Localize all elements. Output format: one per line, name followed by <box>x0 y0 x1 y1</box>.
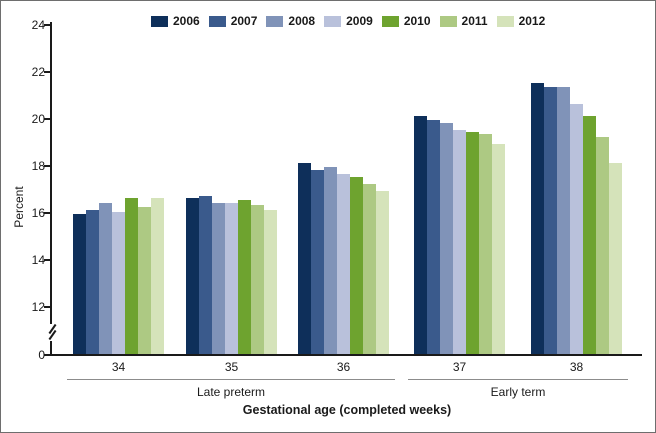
legend-label: 2012 <box>518 14 546 28</box>
x-axis-title: Gestational age (completed weeks) <box>242 403 452 417</box>
bar-2008-wk35 <box>212 202 225 354</box>
bar-2006-wk37 <box>414 115 427 354</box>
legend-label: 2010 <box>403 14 431 28</box>
bar-2012-wk37 <box>492 143 505 354</box>
bar-2006-wk35 <box>186 197 199 354</box>
y-tick-label: 18 <box>31 159 45 173</box>
legend-item-2006: 2006 <box>151 14 200 28</box>
legend-item-2007: 2007 <box>208 14 258 28</box>
y-tick-label: 0 <box>38 348 45 362</box>
x-category-label-37: 37 <box>452 360 467 374</box>
bar-2006-wk34 <box>73 214 86 354</box>
bar-2012-wk34 <box>151 197 164 354</box>
x-category-label-35: 35 <box>224 360 239 374</box>
bar-2009-wk36 <box>337 174 350 354</box>
y-tick <box>44 71 51 73</box>
y-tick <box>44 354 51 356</box>
bar-2008-wk38 <box>557 87 570 354</box>
bar-2011-wk38 <box>596 136 609 354</box>
y-tick <box>44 165 51 167</box>
bar-2007-wk35 <box>199 195 212 354</box>
y-tick <box>44 212 51 214</box>
bar-2012-wk35 <box>264 209 277 354</box>
y-axis <box>50 22 52 356</box>
legend-swatch-icon <box>381 15 399 27</box>
y-tick <box>44 24 51 26</box>
legend-swatch-icon <box>151 15 168 27</box>
bar-2008-wk37 <box>440 122 453 354</box>
legend-item-2010: 2010 <box>381 14 431 28</box>
bar-2008-wk34 <box>99 202 112 354</box>
legend-label: 2011 <box>461 14 488 28</box>
group-label: Early term <box>490 385 546 399</box>
bar-2011-wk34 <box>138 207 151 354</box>
y-tick <box>44 259 51 261</box>
bar-2007-wk36 <box>311 169 324 354</box>
y-tick <box>44 118 51 120</box>
y-tick-label: 22 <box>31 65 45 79</box>
legend-swatch-icon <box>496 15 514 27</box>
bar-2006-wk36 <box>298 162 311 354</box>
y-tick-label: 14 <box>31 253 45 267</box>
group-label: Late preterm <box>196 385 266 399</box>
legend-label: 2007 <box>230 14 258 28</box>
bar-2008-wk36 <box>324 167 337 354</box>
legend-swatch-icon <box>439 15 457 27</box>
legend-swatch-icon <box>208 15 226 27</box>
bar-2011-wk37 <box>479 134 492 354</box>
bar-2010-wk38 <box>583 115 596 354</box>
bar-2011-wk36 <box>363 183 376 354</box>
legend-label: 2006 <box>173 14 200 28</box>
group-rule <box>408 379 628 380</box>
legend-label: 2009 <box>346 14 373 28</box>
legend-swatch-icon <box>266 15 284 27</box>
legend-item-2011: 2011 <box>439 14 488 28</box>
y-tick-label: 12 <box>31 300 45 314</box>
bar-2011-wk35 <box>251 204 264 354</box>
bar-2007-wk38 <box>544 87 557 354</box>
bar-2009-wk34 <box>112 212 125 354</box>
bar-2009-wk37 <box>453 129 466 354</box>
bar-2006-wk38 <box>531 82 544 354</box>
bar-2010-wk34 <box>125 197 138 354</box>
bar-2007-wk34 <box>86 209 99 354</box>
x-category-label-34: 34 <box>111 360 126 374</box>
bar-2009-wk38 <box>570 103 583 354</box>
bar-2009-wk35 <box>225 202 238 354</box>
group-rule <box>67 379 395 380</box>
legend-label: 2008 <box>288 14 316 28</box>
bar-2010-wk35 <box>238 200 251 354</box>
legend-item-2009: 2009 <box>324 14 373 28</box>
axis-break-icon <box>44 323 60 341</box>
legend-item-2008: 2008 <box>266 14 315 28</box>
bar-2007-wk37 <box>427 120 440 354</box>
x-axis <box>50 354 642 356</box>
y-tick-label: 20 <box>31 112 45 126</box>
y-tick-label: 24 <box>31 18 45 32</box>
x-category-label-38: 38 <box>569 360 584 374</box>
x-category-label-36: 36 <box>336 360 351 374</box>
bar-2010-wk36 <box>350 176 363 354</box>
bar-2012-wk38 <box>609 162 622 354</box>
y-tick <box>44 306 51 308</box>
legend-swatch-icon <box>324 15 342 27</box>
y-tick-label: 16 <box>31 206 45 220</box>
bar-2012-wk36 <box>376 190 389 354</box>
bar-2010-wk37 <box>466 132 479 354</box>
legend: 2006 2007 2008 2009 2010 2011 2012 <box>151 14 545 28</box>
legend-item-2012: 2012 <box>496 14 546 28</box>
